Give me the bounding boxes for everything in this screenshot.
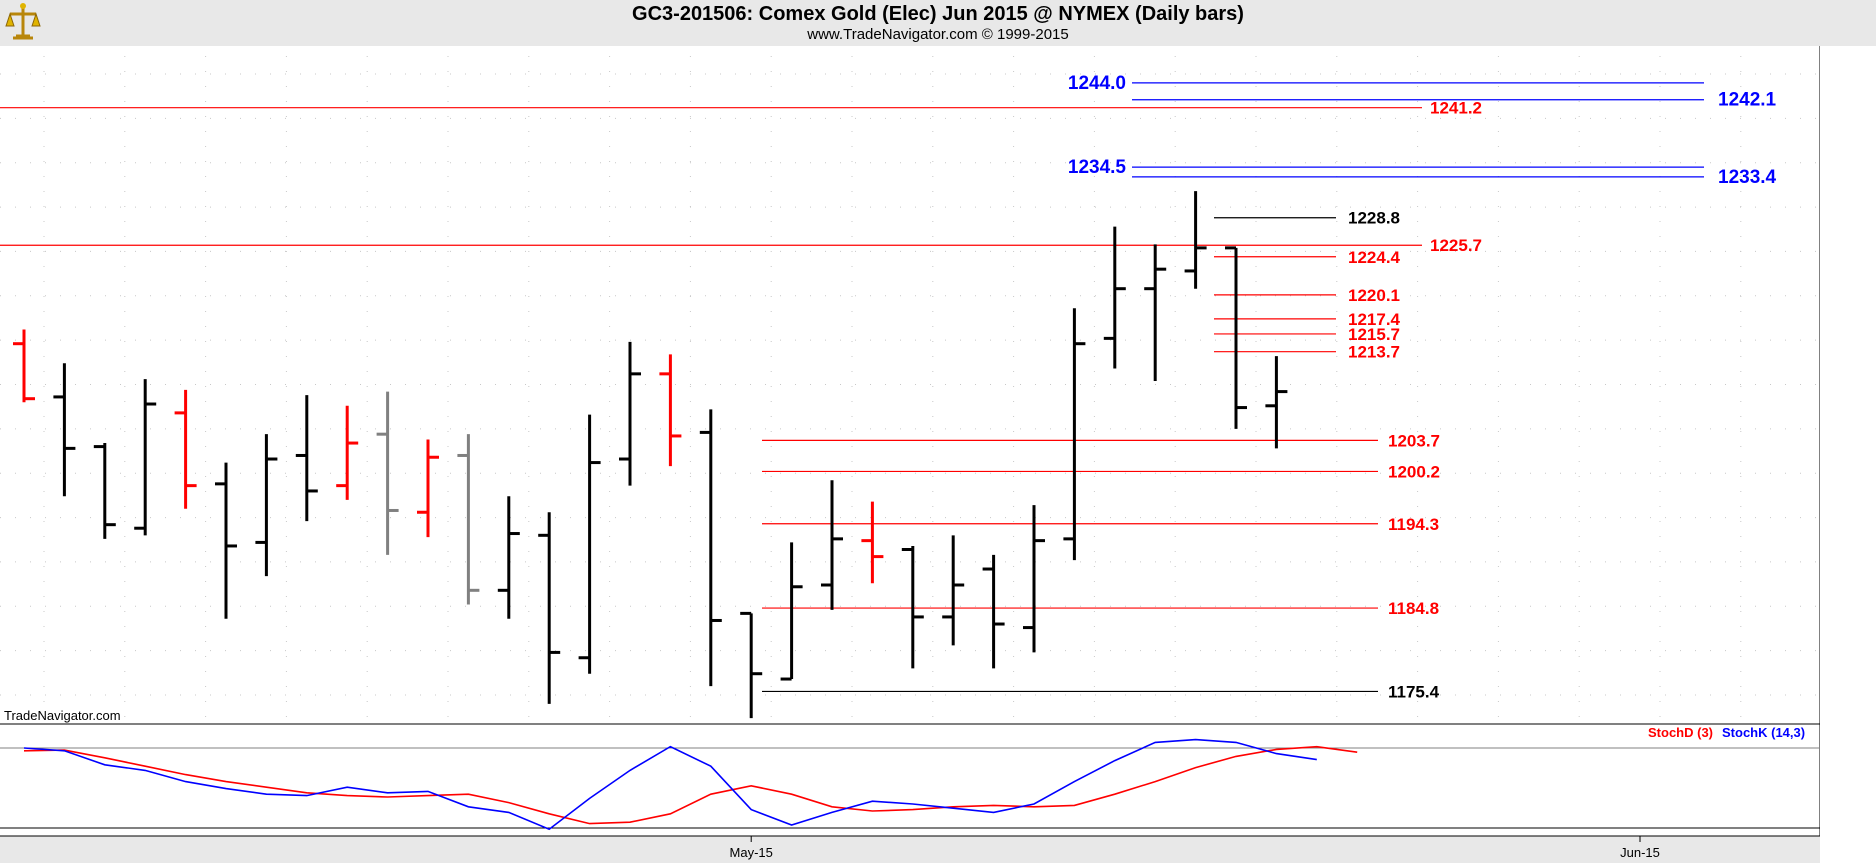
ohlc-bar	[174, 389, 197, 509]
ohlc-bar	[1023, 505, 1045, 653]
ohlc-bar	[740, 611, 763, 719]
ohlc-bars	[13, 191, 1288, 719]
ohlc-bar	[134, 379, 157, 536]
level-label: 1175.4	[1388, 682, 1440, 701]
level-label: 1200.2	[1388, 462, 1440, 481]
ohlc-bar	[457, 434, 480, 605]
ohlc-bar	[901, 545, 924, 669]
level-label: 1213.7	[1348, 343, 1400, 362]
chart-title: GC3-201506: Comex Gold (Elec) Jun 2015 @…	[632, 3, 1244, 25]
level-label: 1215.7	[1348, 325, 1400, 344]
ohlc-bar	[1184, 191, 1207, 289]
ohlc-bar	[417, 439, 439, 538]
stochastic-panel: 80.9371.75StochD (3)StochK (14,3)50	[0, 725, 1862, 831]
ohlc-bar	[93, 443, 116, 539]
ohlc-bar	[578, 414, 601, 674]
ohlc-bar	[982, 554, 1005, 669]
ohlc-bar	[699, 409, 722, 687]
watermark: TradeNavigator.com	[4, 708, 121, 723]
ohlc-bar	[780, 542, 803, 681]
date-axis-background	[0, 836, 1876, 863]
ohlc-bar	[1103, 226, 1126, 369]
title-bar	[0, 0, 1876, 46]
level-label: 1242.1	[1718, 90, 1777, 111]
ohlc-bar	[1225, 246, 1247, 429]
level-label: 1234.5	[1068, 157, 1127, 178]
ohlc-bar	[821, 480, 843, 610]
legend-stochd: StochD (3)	[1648, 725, 1713, 740]
ohlc-bar	[295, 395, 318, 522]
level-label: 1241.2	[1430, 99, 1482, 118]
ohlc-bar	[1144, 244, 1167, 381]
price-levels: 1244.0 1242.1 1241.2 1234.5 1233.4 1228.8 1225…	[0, 73, 1777, 701]
price-grid	[0, 56, 1820, 724]
axis-background	[1820, 46, 1876, 863]
chart-subtitle: www.TradeNavigator.com © 1999-2015	[807, 26, 1069, 43]
stoch-series-line	[23, 745, 1358, 825]
ohlc-bar	[1265, 356, 1288, 449]
ohlc-bar	[53, 363, 76, 497]
date-axis: May-15 Jun-15	[0, 835, 1876, 863]
ohlc-bar	[497, 496, 520, 619]
level-label: 1203.7	[1388, 431, 1440, 450]
ohlc-bar	[619, 341, 641, 486]
ohlc-bar	[659, 354, 682, 467]
level-label: 1217.4	[1348, 310, 1401, 329]
balance-scale-logo-icon	[5, 3, 41, 40]
level-label: 1228.8	[1348, 209, 1400, 228]
level-label: 1225.7	[1430, 236, 1482, 255]
level-label: 1184.8	[1388, 599, 1439, 618]
x-tick-label: May-15	[730, 845, 773, 860]
price-axis: 1175.01180.01185.01190.01195.01200.01205…	[0, 46, 1870, 836]
ohlc-bar	[13, 329, 35, 403]
legend-stochk: StochK (14,3)	[1722, 725, 1805, 740]
ohlc-bar	[255, 434, 278, 577]
level-label: 1220.1	[1348, 286, 1400, 305]
ohlc-bar	[336, 405, 359, 500]
x-tick-label: Jun-15	[1620, 845, 1660, 860]
ohlc-bar	[215, 462, 237, 619]
level-label: 1194.3	[1388, 515, 1439, 534]
ohlc-bar	[538, 512, 561, 704]
ohlc-bar	[376, 391, 399, 555]
ohlc-bar	[942, 535, 965, 646]
level-label: 1244.0	[1068, 73, 1126, 94]
level-label: 1233.4	[1718, 167, 1777, 188]
stoch-series-line	[23, 738, 1317, 831]
ohlc-bar	[861, 501, 884, 584]
level-label: 1224.4	[1348, 248, 1401, 267]
ohlc-bar	[1063, 308, 1086, 561]
